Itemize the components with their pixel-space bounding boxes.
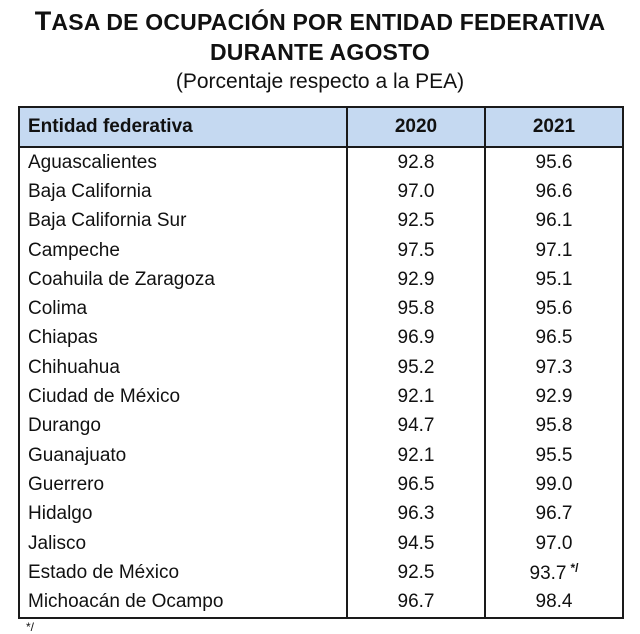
value-2020-cell: 96.3: [346, 499, 486, 529]
value-2021-text: 98.4: [535, 591, 573, 613]
value-2020-cell: 92.5: [346, 206, 486, 236]
value-2021-text: 99.0: [535, 473, 573, 495]
value-2021-cell: 98.4: [484, 587, 624, 619]
table-row: Guanajuato 92.1 95.5: [18, 440, 624, 471]
value-2021-cell: 97.1: [484, 235, 624, 266]
column-header-2020: 2020: [346, 106, 486, 148]
value-2020-cell: 97.0: [346, 177, 486, 207]
value-2021-cell: 97.3: [484, 353, 624, 383]
value-2021-cell: 95.8: [484, 411, 624, 441]
state-name-cell: Chiapas: [18, 323, 348, 354]
value-2021-cell: 96.6: [484, 177, 624, 207]
occupancy-table: Entidad federativa 2020 2021 Aguascalien…: [18, 106, 624, 619]
value-2020-cell: 96.5: [346, 470, 486, 500]
state-name-cell: Coahuila de Zaragoza: [18, 265, 348, 295]
value-2021-text: 96.1: [535, 210, 573, 232]
state-name-cell: Aguascalientes: [18, 147, 348, 178]
table-row: Chiapas 96.9 96.5: [18, 323, 624, 354]
state-name-cell: Guerrero: [18, 470, 348, 500]
value-2021-cell: 99.0: [484, 470, 624, 500]
value-2021-cell: 93.7 */: [484, 558, 624, 588]
value-2021-cell: 92.9: [484, 382, 624, 412]
title-line-1: ASA DE OCUPACIÓN POR ENTIDAD FEDERATIVA: [51, 9, 606, 35]
value-2021-cell: 96.7: [484, 499, 624, 529]
table-row: Aguascalientes 92.8 95.6: [18, 147, 624, 178]
table-row: Hidalgo 96.3 96.7: [18, 499, 624, 529]
state-name-cell: Michoacán de Ocampo: [18, 587, 348, 619]
value-2021-cell: 95.1: [484, 265, 624, 295]
note-marker: */: [570, 560, 579, 575]
state-name-cell: Chihuahua: [18, 353, 348, 383]
value-2021-cell: 96.1: [484, 206, 624, 236]
value-2021-text: 96.5: [535, 327, 573, 349]
state-name-cell: Estado de México: [18, 558, 348, 588]
value-2020-cell: 97.5: [346, 235, 486, 266]
state-name-cell: Baja California Sur: [18, 206, 348, 236]
table-row: Ciudad de México 92.1 92.9: [18, 382, 624, 412]
value-2020-cell: 92.1: [346, 382, 486, 412]
table-row: Estado de México 92.5 93.7 */: [18, 558, 624, 588]
value-2020-cell: 94.5: [346, 528, 486, 559]
value-2020-cell: 92.9: [346, 265, 486, 295]
state-name-cell: Baja California: [18, 177, 348, 207]
value-2021-text: 95.6: [535, 298, 573, 320]
table-row: Baja California Sur 92.5 96.1: [18, 206, 624, 236]
value-2021-text: 95.6: [535, 151, 573, 173]
value-2021-cell: 95.6: [484, 147, 624, 178]
title-line-2: DURANTE AGOSTO: [209, 39, 431, 65]
value-2020-cell: 92.5: [346, 558, 486, 588]
value-2021-text: 93.7: [529, 562, 567, 584]
footnote-mark: */: [26, 620, 35, 634]
value-2021-text: 95.1: [535, 268, 573, 290]
state-name-cell: Jalisco: [18, 528, 348, 559]
title-initial: T: [34, 6, 52, 36]
table-row: Coahuila de Zaragoza 92.9 95.1: [18, 265, 624, 295]
value-2021-cell: 97.0: [484, 528, 624, 559]
value-2020-cell: 95.2: [346, 353, 486, 383]
value-2020-cell: 92.8: [346, 147, 486, 178]
value-2021-text: 97.3: [535, 356, 573, 378]
title-block: TASA DE OCUPACIÓN POR ENTIDAD FEDERATIVA…: [0, 6, 640, 96]
table-row: Chihuahua 95.2 97.3: [18, 353, 624, 383]
value-2021-text: 95.8: [535, 415, 573, 437]
table-title: TASA DE OCUPACIÓN POR ENTIDAD FEDERATIVA: [0, 6, 640, 37]
table-row: Colima 95.8 95.6: [18, 294, 624, 324]
table-subtitle: (Porcentaje respecto a la PEA): [175, 70, 465, 93]
value-2020-cell: 96.7: [346, 587, 486, 619]
table-body: Aguascalientes 92.8 95.6 Baja California 97.…: [18, 147, 624, 619]
value-2021-text: 97.0: [535, 532, 573, 554]
value-2020-cell: 95.8: [346, 294, 486, 324]
value-2021-text: 97.1: [535, 239, 573, 261]
state-name-cell: Campeche: [18, 235, 348, 266]
table-row: Baja California 97.0 96.6: [18, 177, 624, 207]
state-name-cell: Colima: [18, 294, 348, 324]
table-row: Durango 94.7 95.8: [18, 411, 624, 441]
column-header-state: Entidad federativa: [18, 106, 348, 148]
table-row: Michoacán de Ocampo 96.7 98.4: [18, 587, 624, 619]
table-row: Campeche 97.5 97.1: [18, 235, 624, 266]
state-name-cell: Ciudad de México: [18, 382, 348, 412]
value-2021-text: 95.5: [535, 444, 573, 466]
value-2021-text: 96.6: [535, 180, 573, 202]
state-name-cell: Hidalgo: [18, 499, 348, 529]
value-2021-text: 96.7: [535, 503, 573, 525]
header-row: Entidad federativa 2020 2021: [18, 106, 624, 148]
value-2020-cell: 96.9: [346, 323, 486, 354]
value-2021-text: 92.9: [535, 386, 573, 408]
state-name-cell: Durango: [18, 411, 348, 441]
table-row: Guerrero 96.5 99.0: [18, 470, 624, 500]
column-header-2021: 2021: [484, 106, 624, 148]
value-2021-cell: 96.5: [484, 323, 624, 354]
value-2020-cell: 94.7: [346, 411, 486, 441]
state-name-cell: Guanajuato: [18, 440, 348, 471]
value-2021-cell: 95.6: [484, 294, 624, 324]
value-2021-cell: 95.5: [484, 440, 624, 471]
table-row: Jalisco 94.5 97.0: [18, 528, 624, 559]
value-2020-cell: 92.1: [346, 440, 486, 471]
